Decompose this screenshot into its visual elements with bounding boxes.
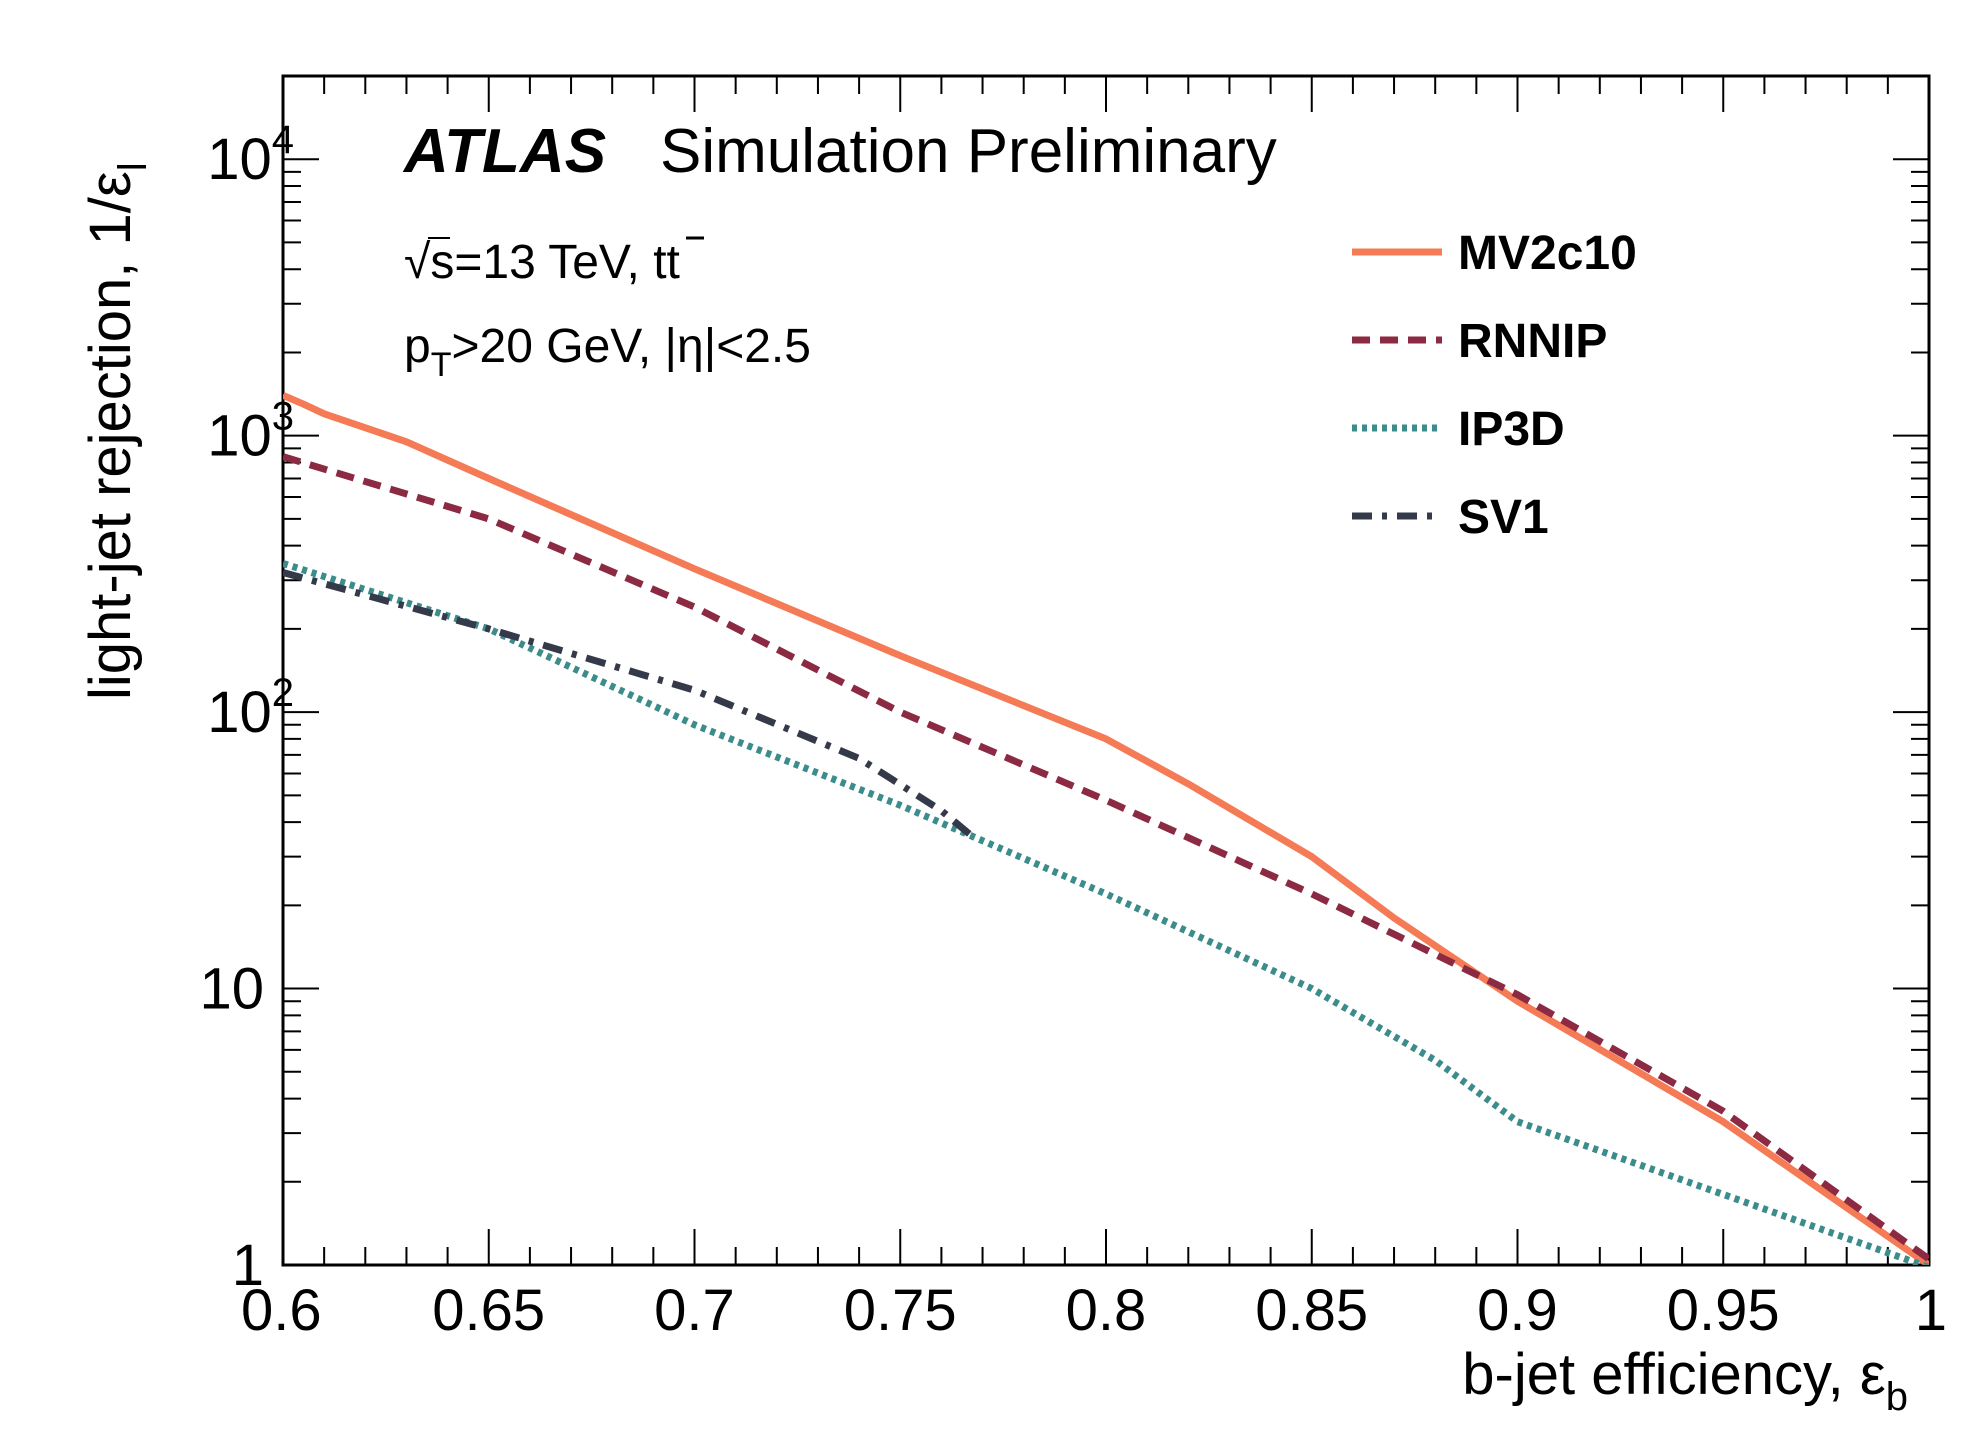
legend: MV2c10 RNNIP IP3D SV1 <box>1352 227 1637 544</box>
x-tick-label: 1 <box>1915 1278 1947 1343</box>
atlas-subtitle: Simulation Preliminary <box>660 117 1277 186</box>
y-axis-title: light-jet rejection, 1/εl <box>78 162 155 700</box>
y-tick-label: 103 <box>207 395 294 469</box>
x-tick-label: 0.6 <box>241 1278 322 1343</box>
y-tick-label: 104 <box>207 118 294 192</box>
energy-annotation: √s=13 TeV, tt <box>404 236 680 289</box>
legend-label-sv1: SV1 <box>1458 491 1549 544</box>
y-tick-label: 1 <box>232 1233 264 1298</box>
series-line-rnnip <box>283 453 1929 1262</box>
x-tick-label: 0.7 <box>654 1278 735 1343</box>
x-tick-label: 0.75 <box>844 1278 957 1343</box>
x-tick-label: 0.8 <box>1066 1278 1147 1343</box>
y-tick-labels: 1 10 102 103 104 <box>199 118 294 1298</box>
x-tick-labels: 0.6 0.65 0.7 0.75 0.8 0.85 0.9 0.95 1 <box>241 1278 1947 1343</box>
series-line-sv1 <box>283 569 977 841</box>
axis-ticks <box>282 75 1930 1266</box>
legend-label-mv2c10: MV2c10 <box>1458 227 1637 280</box>
x-tick-label: 0.95 <box>1667 1278 1780 1343</box>
x-axis-title-subscript: b <box>1886 1375 1908 1419</box>
cuts-annotation: pT>20 GeV, |η|<2.5 <box>404 320 811 384</box>
series-group <box>283 392 1929 1265</box>
atlas-label: ATLAS <box>402 117 606 186</box>
legend-label-ip3d: IP3D <box>1458 403 1565 456</box>
series-line-ip3d <box>283 560 1929 1265</box>
y-axis-title-subscript: l <box>111 162 155 171</box>
legend-label-rnnip: RNNIP <box>1458 315 1607 368</box>
y-tick-label: 10 <box>199 957 264 1022</box>
x-tick-label: 0.85 <box>1255 1278 1368 1343</box>
x-tick-label: 0.65 <box>432 1278 545 1343</box>
series-line-mv2c10 <box>283 392 1929 1265</box>
y-tick-label: 102 <box>207 671 294 745</box>
x-axis-title: b-jet efficiency, εb <box>1462 1342 1908 1419</box>
x-tick-label: 0.9 <box>1477 1278 1558 1343</box>
